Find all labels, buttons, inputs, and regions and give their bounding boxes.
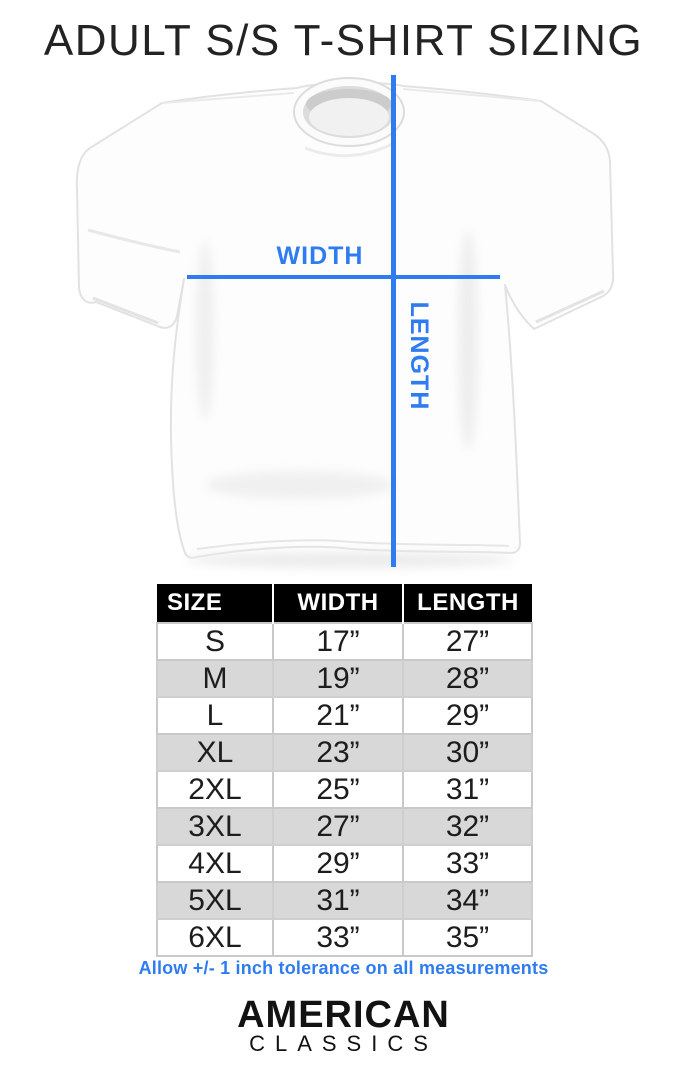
width-cell: 27” <box>272 807 404 846</box>
sizing-table: SIZE WIDTH LENGTH S 17” 27” M 19” 28” L 21” 29” X… <box>156 584 533 957</box>
length-cell: 35” <box>402 918 533 957</box>
size-cell: 2XL <box>156 770 274 809</box>
tshirt-image <box>75 77 615 568</box>
length-cell: 32” <box>402 807 533 846</box>
size-cell: XL <box>156 733 274 772</box>
size-table-body: S 17” 27” M 19” 28” L 21” 29” XL 23” 30” 2XL 25” 31” 3X… <box>156 622 533 957</box>
table-row: M 19” 28” <box>156 659 533 698</box>
table-row: 4XL 29” 33” <box>156 844 533 883</box>
size-cell: M <box>156 659 274 698</box>
length-cell: 28” <box>402 659 533 698</box>
table-row: 6XL 33” 35” <box>156 918 533 957</box>
width-cell: 23” <box>272 733 404 772</box>
width-cell: 33” <box>272 918 404 957</box>
size-cell: 5XL <box>156 881 274 920</box>
size-cell: L <box>156 696 274 735</box>
length-cell: 34” <box>402 881 533 920</box>
width-cell: 31” <box>272 881 404 920</box>
width-cell: 19” <box>272 659 404 698</box>
width-cell: 17” <box>272 622 404 661</box>
width-label: WIDTH <box>276 242 364 270</box>
brand-logo-american: AMERICAN <box>237 994 450 1036</box>
width-cell: 21” <box>272 696 404 735</box>
width-cell: 29” <box>272 844 404 883</box>
length-cell: 29” <box>402 696 533 735</box>
header-width: WIDTH <box>272 584 403 623</box>
table-row: L 21” 29” <box>156 696 533 735</box>
table-row: 3XL 27” 32” <box>156 807 533 846</box>
size-cell: 6XL <box>156 918 274 957</box>
brand-logo-classics: CLASSICS <box>249 1031 438 1056</box>
table-row: S 17” 27” <box>156 622 533 661</box>
header-size: SIZE <box>157 584 273 623</box>
table-row: XL 23” 30” <box>156 733 533 772</box>
length-measure-line <box>391 75 396 567</box>
page-title: ADULT S/S T-SHIRT SIZING <box>43 16 644 65</box>
header-length: LENGTH <box>402 584 532 623</box>
length-label: LENGTH <box>405 301 433 411</box>
width-measure-line <box>187 275 500 279</box>
table-header-row: SIZE WIDTH LENGTH <box>157 584 532 623</box>
tolerance-note: Allow +/- 1 inch tolerance on all measur… <box>138 958 549 978</box>
size-cell: S <box>156 622 274 661</box>
length-cell: 27” <box>402 622 533 661</box>
width-cell: 25” <box>272 770 404 809</box>
length-cell: 31” <box>402 770 533 809</box>
table-row: 2XL 25” 31” <box>156 770 533 809</box>
size-cell: 4XL <box>156 844 274 883</box>
table-row: 5XL 31” 34” <box>156 881 533 920</box>
length-cell: 30” <box>402 733 533 772</box>
length-cell: 33” <box>402 844 533 883</box>
size-cell: 3XL <box>156 807 274 846</box>
